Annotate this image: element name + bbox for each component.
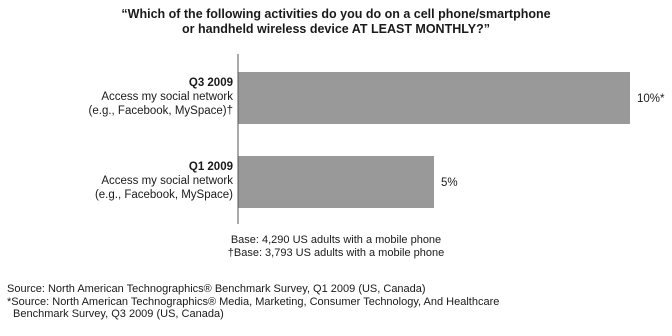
bar <box>238 156 434 208</box>
base-note: Base: 4,290 US adults with a mobile phon… <box>0 234 672 260</box>
base-note-line-1: Base: 4,290 US adults with a mobile phon… <box>230 234 442 246</box>
chart-title-line-1: “Which of the following activities do yo… <box>121 7 551 21</box>
bar-value-label: 10%* <box>637 93 665 105</box>
chart-title-line-2: or handheld wireless device AT LEAST MON… <box>182 22 490 36</box>
category-label-line-2: (e.g., Facebook, MySpace)† <box>89 105 233 117</box>
source-line-3: Benchmark Survey, Q3 2009 (US, Canada) <box>13 308 224 320</box>
category-period-label: Q1 2009 <box>189 161 233 173</box>
bar-chart: 10%* Q3 2009 Access my social network (e.g.… <box>89 54 665 224</box>
chart-title: “Which of the following activities do yo… <box>0 7 672 37</box>
base-note-line-2: †Base: 3,793 US adults with a mobile pho… <box>227 247 445 259</box>
bar-value-label: 5% <box>441 177 458 189</box>
category-label-line-1: Access my social network <box>101 91 233 103</box>
source-line-1: Source: North American Technographics® B… <box>7 283 426 295</box>
source-notes: Source: North American Technographics® B… <box>7 283 667 321</box>
category-label-line-2: (e.g., Facebook, MySpace) <box>95 189 233 201</box>
source-line-2: *Source: North American Technographics® … <box>7 295 500 308</box>
category-label-line-1: Access my social network <box>101 175 233 187</box>
bar <box>238 72 630 124</box>
category-period-label: Q3 2009 <box>189 77 233 89</box>
